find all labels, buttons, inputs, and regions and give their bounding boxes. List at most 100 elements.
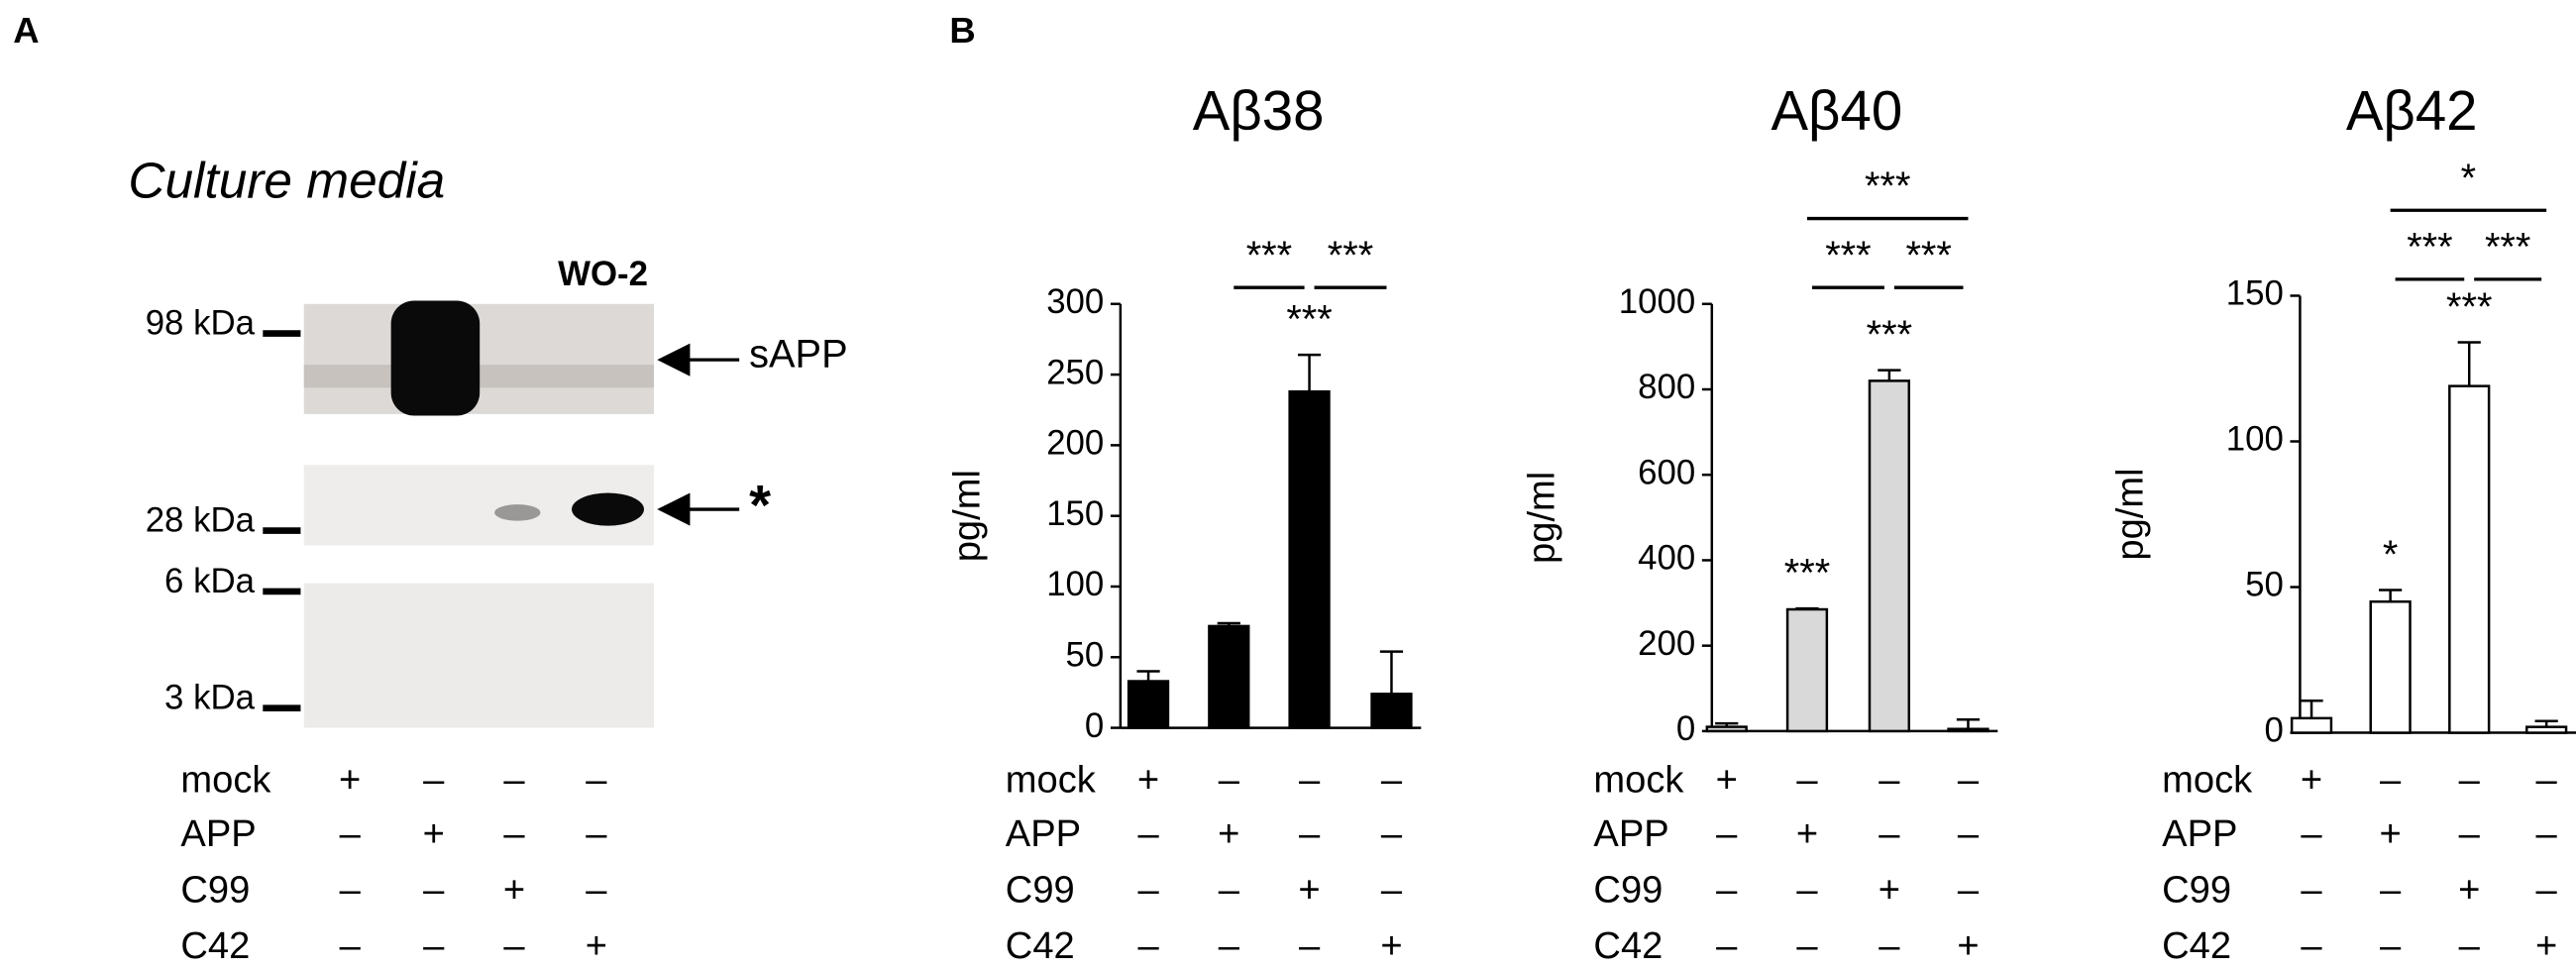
condition-sign: – xyxy=(1796,758,1818,801)
blot-band xyxy=(494,504,541,521)
significance-label: *** xyxy=(2446,285,2492,329)
condition-sign: – xyxy=(423,758,445,801)
condition-name: C99 xyxy=(1006,868,1075,911)
bar xyxy=(1868,379,1911,733)
condition-name: C42 xyxy=(1006,924,1075,967)
bar xyxy=(1288,389,1331,729)
condition-sign: – xyxy=(340,868,362,911)
significance-label: *** xyxy=(1328,234,1373,277)
condition-sign: + xyxy=(1716,758,1738,801)
y-tick-label: 150 xyxy=(2226,274,2284,313)
significance-label: *** xyxy=(1867,313,1912,357)
condition-sign: – xyxy=(1796,868,1818,911)
y-axis-label: pg/ml xyxy=(1521,472,1563,564)
y-tick-label: 200 xyxy=(1046,424,1104,463)
condition-sign: + xyxy=(2535,924,2557,967)
condition-sign: – xyxy=(1878,758,1900,801)
condition-sign: – xyxy=(1299,812,1321,855)
condition-sign: + xyxy=(1957,924,1979,967)
condition-sign: – xyxy=(1299,758,1321,801)
y-tick-label: 800 xyxy=(1638,368,1695,406)
condition-sign: + xyxy=(339,758,361,801)
condition-sign: – xyxy=(503,924,525,967)
condition-sign: + xyxy=(586,924,607,967)
bar xyxy=(2369,599,2412,734)
condition-sign: + xyxy=(1878,868,1900,911)
condition-sign: + xyxy=(423,812,445,855)
condition-sign: – xyxy=(423,924,445,967)
condition-sign: – xyxy=(503,812,525,855)
significance-label: * xyxy=(2461,157,2476,200)
y-tick-label: 600 xyxy=(1638,453,1695,491)
arrow-label: sAPP xyxy=(749,332,847,376)
condition-sign: – xyxy=(1716,868,1738,911)
marker-label: 3 kDa xyxy=(164,679,256,717)
condition-name: mock xyxy=(1006,758,1097,801)
condition-sign: – xyxy=(340,812,362,855)
condition-name: C99 xyxy=(1593,868,1663,911)
condition-sign: – xyxy=(1381,812,1403,855)
significance-label: *** xyxy=(1865,164,1910,208)
condition-sign: – xyxy=(586,812,607,855)
condition-sign: + xyxy=(1380,924,1402,967)
condition-sign: – xyxy=(2301,868,2322,911)
condition-sign: – xyxy=(1958,812,1980,855)
y-tick-label: 0 xyxy=(1085,706,1104,745)
condition-sign: – xyxy=(1878,924,1900,967)
bar xyxy=(2290,716,2333,734)
significance-label: *** xyxy=(2485,226,2530,269)
condition-name: C99 xyxy=(180,868,250,911)
condition-name: C42 xyxy=(1593,924,1663,967)
condition-name: C42 xyxy=(2162,924,2231,967)
y-tick-label: 100 xyxy=(2226,420,2284,459)
bar xyxy=(2525,725,2568,734)
bar xyxy=(2448,384,2491,734)
blot-band xyxy=(572,492,644,526)
condition-sign: – xyxy=(423,868,445,911)
y-tick-label: 250 xyxy=(1046,353,1104,391)
y-tick-label: 100 xyxy=(1046,565,1104,603)
condition-sign: – xyxy=(340,924,362,967)
condition-sign: + xyxy=(2458,868,2480,911)
marker-label: 98 kDa xyxy=(146,304,256,343)
significance-label: *** xyxy=(1286,297,1332,341)
condition-sign: – xyxy=(1958,868,1980,911)
significance-label: *** xyxy=(2407,226,2452,269)
condition-sign: – xyxy=(1716,924,1738,967)
blot-images xyxy=(303,300,654,728)
condition-name: C99 xyxy=(2162,868,2231,911)
chart-title: Aβ40 xyxy=(1771,79,1902,142)
condition-sign: – xyxy=(586,868,607,911)
y-tick-label: 400 xyxy=(1638,539,1695,578)
blot-band xyxy=(390,300,481,416)
y-tick-label: 1000 xyxy=(1619,282,1695,321)
condition-sign: – xyxy=(1381,758,1403,801)
bar xyxy=(1705,725,1748,733)
y-tick-label: 300 xyxy=(1046,282,1104,321)
significance-label: *** xyxy=(1825,234,1871,277)
marker-label: 28 kDa xyxy=(146,501,256,540)
condition-sign: – xyxy=(1796,924,1818,967)
condition-sign: – xyxy=(2459,758,2481,801)
y-axis-label: pg/ml xyxy=(2108,468,2151,560)
condition-sign: – xyxy=(1219,758,1240,801)
bar xyxy=(1208,624,1250,729)
bar xyxy=(1370,693,1413,729)
condition-sign: – xyxy=(2536,812,2558,855)
condition-sign: – xyxy=(1219,868,1240,911)
arrow-label: * xyxy=(749,474,771,536)
arrow-head xyxy=(657,492,691,526)
condition-sign: – xyxy=(586,758,607,801)
significance-label: *** xyxy=(1905,234,1951,277)
condition-sign: – xyxy=(2380,924,2402,967)
condition-name: APP xyxy=(1593,812,1668,855)
condition-sign: – xyxy=(1137,924,1159,967)
bar xyxy=(1947,727,1989,733)
condition-name: APP xyxy=(180,812,256,855)
condition-name: mock xyxy=(180,758,271,801)
condition-name: APP xyxy=(2162,812,2237,855)
condition-sign: – xyxy=(503,758,525,801)
condition-sign: – xyxy=(2459,924,2481,967)
bar xyxy=(1785,607,1829,733)
